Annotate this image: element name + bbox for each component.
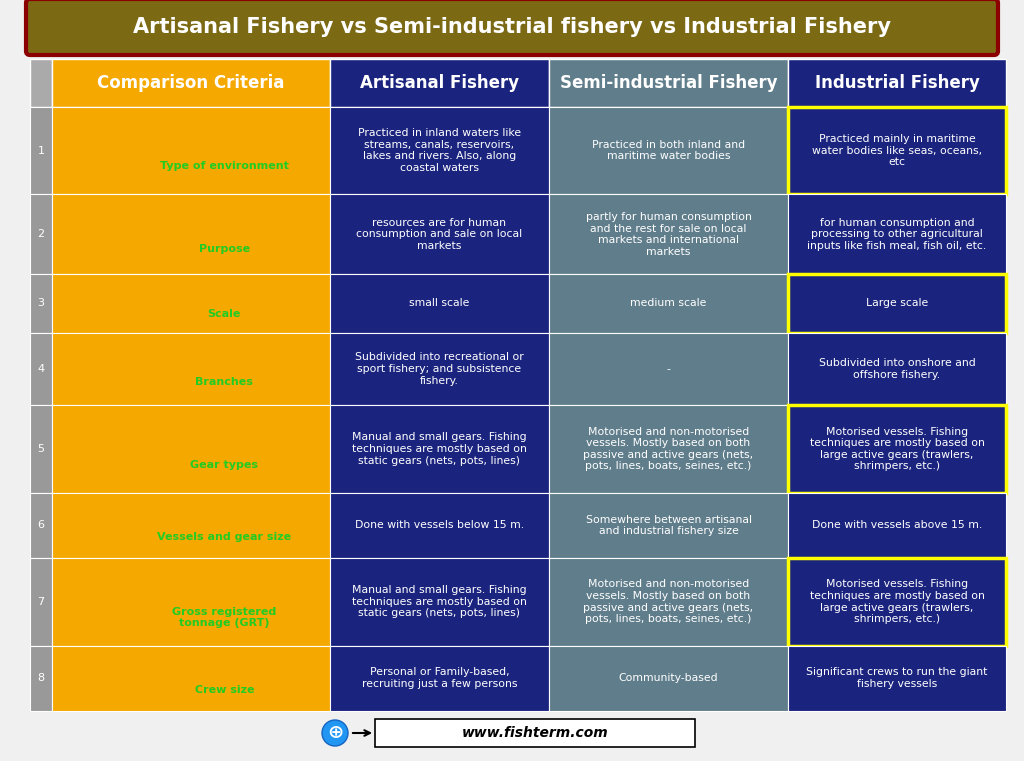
Text: Done with vessels below 15 m.: Done with vessels below 15 m. (355, 521, 524, 530)
Bar (330, 492, 549, 558)
Text: Crew size: Crew size (195, 685, 254, 695)
Bar (30, 194, 52, 275)
Bar (30, 59, 52, 107)
Text: ⊕: ⊕ (327, 724, 343, 743)
Text: 8: 8 (38, 673, 45, 683)
Text: Gross registered
tonnage (GRT): Gross registered tonnage (GRT) (172, 607, 276, 629)
Text: Manual and small gears. Fishing
techniques are mostly based on
static gears (net: Manual and small gears. Fishing techniqu… (352, 585, 527, 619)
Bar (52, 275, 330, 333)
Bar (52, 333, 330, 406)
Text: 3: 3 (38, 298, 44, 308)
Bar (549, 107, 788, 194)
Bar (549, 194, 788, 275)
Circle shape (322, 720, 348, 746)
Bar (52, 406, 330, 492)
Text: Motorised and non-motorised
vessels. Mostly based on both
passive and active gea: Motorised and non-motorised vessels. Mos… (584, 579, 754, 624)
Text: Done with vessels above 15 m.: Done with vessels above 15 m. (812, 521, 982, 530)
Text: 6: 6 (38, 521, 44, 530)
Text: Motorised vessels. Fishing
techniques are mostly based on
large active gears (tr: Motorised vessels. Fishing techniques ar… (810, 579, 984, 624)
Bar (330, 107, 549, 194)
Text: Motorised vessels. Fishing
techniques are mostly based on
large active gears (tr: Motorised vessels. Fishing techniques ar… (810, 427, 984, 471)
Text: Motorised and non-motorised
vessels. Mostly based on both
passive and active gea: Motorised and non-motorised vessels. Mos… (584, 427, 754, 471)
Bar (549, 406, 788, 492)
Text: Type of environment: Type of environment (160, 161, 289, 171)
Bar (549, 492, 788, 558)
Bar (788, 59, 1006, 107)
Text: 5: 5 (38, 444, 44, 454)
Bar (30, 406, 52, 492)
Bar (30, 492, 52, 558)
Bar (788, 492, 1006, 558)
Text: www.fishterm.com: www.fishterm.com (462, 726, 608, 740)
Text: Significant crews to run the giant
fishery vessels: Significant crews to run the giant fishe… (806, 667, 988, 689)
Bar (788, 194, 1006, 275)
Bar (788, 645, 1006, 711)
Bar (788, 333, 1006, 406)
Text: partly for human consumption
and the rest for sale on local
markets and internat: partly for human consumption and the res… (586, 212, 752, 256)
Text: Subdivided into recreational or
sport fishery; and subsistence
fishery.: Subdivided into recreational or sport fi… (355, 352, 524, 386)
Text: Purpose: Purpose (199, 244, 250, 253)
Bar (330, 275, 549, 333)
Bar (52, 558, 330, 645)
Bar (549, 59, 788, 107)
Text: Practiced mainly in maritime
water bodies like seas, oceans,
etc: Practiced mainly in maritime water bodie… (812, 134, 982, 167)
Text: Artisanal Fishery vs Semi-industrial fishery vs Industrial Fishery: Artisanal Fishery vs Semi-industrial fis… (133, 17, 891, 37)
FancyBboxPatch shape (26, 0, 998, 55)
Text: Scale: Scale (208, 309, 241, 319)
Text: Subdivided into onshore and
offshore fishery.: Subdivided into onshore and offshore fis… (818, 358, 976, 380)
Text: Practiced in inland waters like
streams, canals, reservoirs,
lakes and rivers. A: Practiced in inland waters like streams,… (358, 129, 521, 173)
Text: Branches: Branches (196, 377, 253, 387)
Text: for human consumption and
processing to other agricultural
inputs like fish meal: for human consumption and processing to … (807, 218, 987, 251)
Text: Artisanal Fishery: Artisanal Fishery (360, 74, 519, 92)
Bar (788, 406, 1006, 492)
Text: 7: 7 (38, 597, 45, 607)
Bar (330, 645, 549, 711)
Text: medium scale: medium scale (631, 298, 707, 308)
Bar (549, 275, 788, 333)
Bar (52, 645, 330, 711)
Bar (330, 406, 549, 492)
Bar (30, 333, 52, 406)
Text: Practiced in both inland and
maritime water bodies: Practiced in both inland and maritime wa… (592, 140, 745, 161)
Text: Industrial Fishery: Industrial Fishery (814, 74, 979, 92)
Bar (375, 719, 695, 747)
Bar (788, 275, 1006, 333)
Bar (788, 558, 1006, 645)
Text: Manual and small gears. Fishing
techniques are mostly based on
static gears (net: Manual and small gears. Fishing techniqu… (352, 432, 527, 466)
Text: Community-based: Community-based (618, 673, 718, 683)
Bar (330, 59, 549, 107)
Text: 4: 4 (38, 364, 45, 374)
Bar (549, 558, 788, 645)
Text: Personal or Family-based,
recruiting just a few persons: Personal or Family-based, recruiting jus… (361, 667, 517, 689)
Text: small scale: small scale (410, 298, 470, 308)
Text: resources are for human
consumption and sale on local
markets: resources are for human consumption and … (356, 218, 522, 251)
Bar (52, 107, 330, 194)
Bar (30, 645, 52, 711)
Bar (330, 558, 549, 645)
Text: 1: 1 (38, 145, 44, 156)
Bar (549, 333, 788, 406)
Text: Comparison Criteria: Comparison Criteria (97, 74, 285, 92)
Bar (52, 194, 330, 275)
Bar (549, 645, 788, 711)
Text: Large scale: Large scale (866, 298, 928, 308)
Text: Semi-industrial Fishery: Semi-industrial Fishery (560, 74, 777, 92)
Bar (52, 59, 330, 107)
Text: -: - (667, 364, 671, 374)
Bar (788, 107, 1006, 194)
Bar (30, 107, 52, 194)
Text: Gear types: Gear types (190, 460, 258, 470)
Bar (30, 558, 52, 645)
Bar (52, 492, 330, 558)
Text: 2: 2 (38, 229, 45, 240)
Text: Somewhere between artisanal
and industrial fishery size: Somewhere between artisanal and industri… (586, 514, 752, 537)
Bar (330, 333, 549, 406)
Bar (330, 194, 549, 275)
Bar (30, 275, 52, 333)
Text: Vessels and gear size: Vessels and gear size (158, 532, 292, 543)
